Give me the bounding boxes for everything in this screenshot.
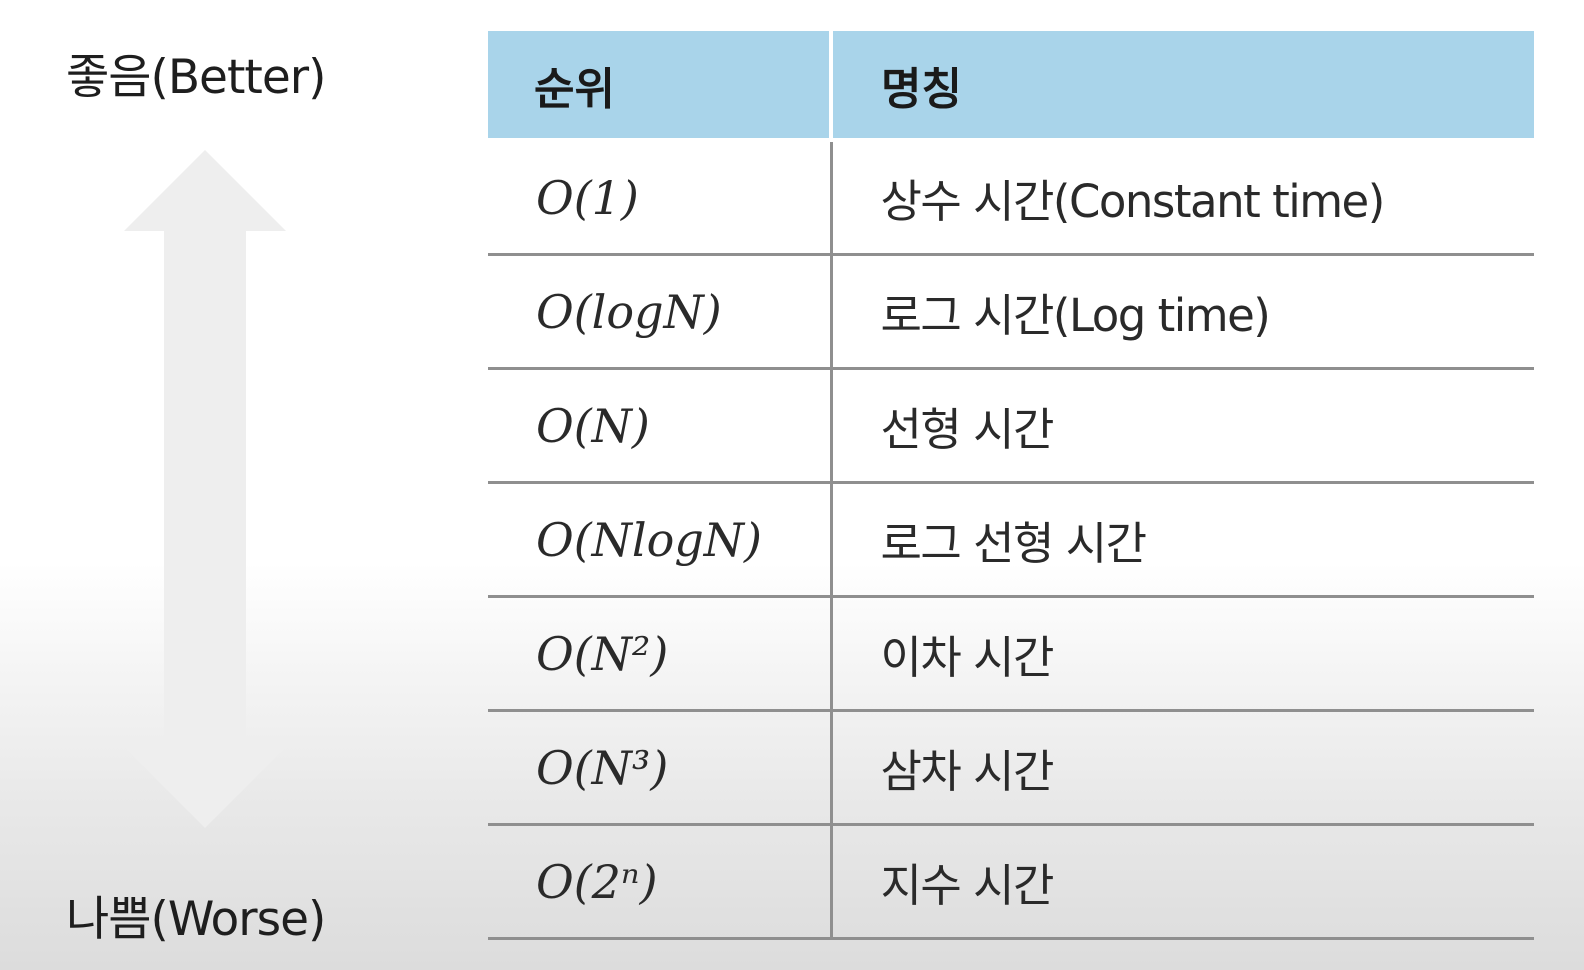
table-header-row: 순위 명칭 <box>488 31 1534 140</box>
header-rank: 순위 <box>488 31 833 140</box>
name-cell: 상수 시간(Constant time) <box>831 138 1534 255</box>
header-name: 명칭 <box>831 31 1534 140</box>
name-cell: 이차 시간 <box>831 595 1534 711</box>
name-cell: 로그 선형 시간 <box>831 481 1534 597</box>
double-arrow-icon <box>124 150 286 828</box>
rank-cell: O(N) <box>488 367 833 483</box>
name-cell: 로그 시간(Log time) <box>831 253 1534 369</box>
worse-label: 나쁨(Worse) <box>66 892 326 947</box>
table-row: O(1) 상수 시간(Constant time) <box>488 138 1534 255</box>
table-row: O(2ⁿ) 지수 시간 <box>488 823 1534 940</box>
table-row: O(logN) 로그 시간(Log time) <box>488 253 1534 369</box>
rank-cell: O(N³) <box>488 709 833 825</box>
table-row: O(N) 선형 시간 <box>488 367 1534 483</box>
name-cell: 선형 시간 <box>831 367 1534 483</box>
table-row: O(N³) 삼차 시간 <box>488 709 1534 825</box>
better-label: 좋음(Better) <box>66 50 326 105</box>
rank-cell: O(2ⁿ) <box>488 823 833 940</box>
rank-cell: O(1) <box>488 138 833 255</box>
name-cell: 삼차 시간 <box>831 709 1534 825</box>
rank-cell: O(NlogN) <box>488 481 833 597</box>
complexity-table: 순위 명칭 O(1) 상수 시간(Constant time) O(logN) … <box>488 31 1534 940</box>
rank-cell: O(logN) <box>488 253 833 369</box>
rank-cell: O(N²) <box>488 595 833 711</box>
table-row: O(N²) 이차 시간 <box>488 595 1534 711</box>
table-row: O(NlogN) 로그 선형 시간 <box>488 481 1534 597</box>
name-cell: 지수 시간 <box>831 823 1534 940</box>
